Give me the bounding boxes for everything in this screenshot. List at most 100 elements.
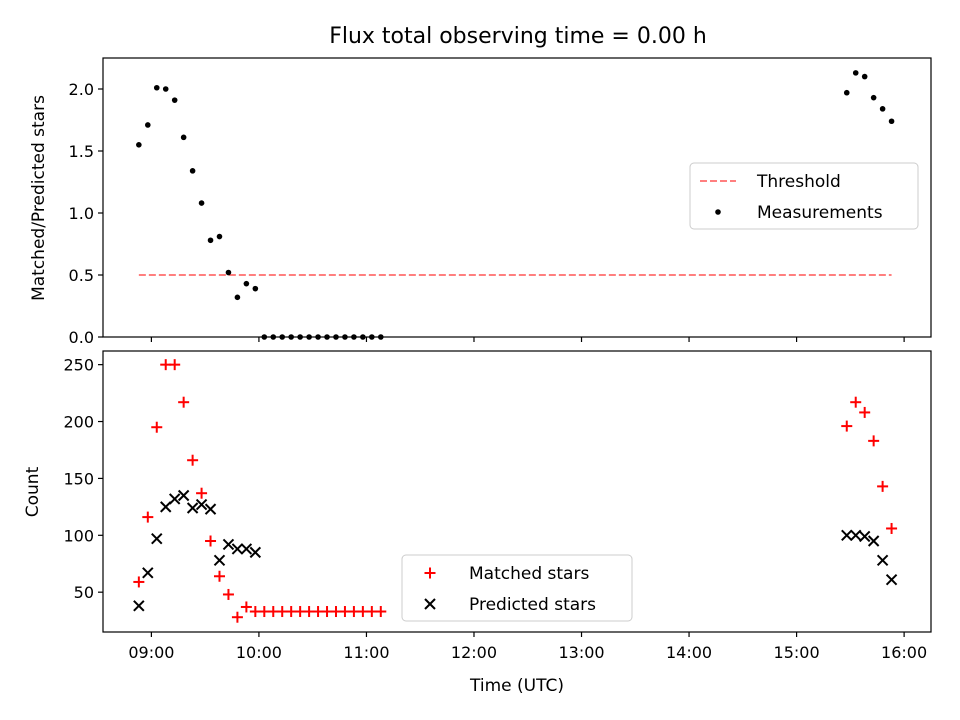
measurements-point (198, 200, 205, 206)
predicted-stars-point (151, 533, 163, 545)
predicted-stars-point (177, 489, 190, 502)
top-axes-frame (102, 57, 932, 338)
matched-stars-point (868, 435, 880, 447)
measurements-point (243, 280, 250, 287)
bottom-axes-frame (102, 350, 932, 633)
measurements-point (145, 122, 151, 128)
matched-stars-point (877, 480, 889, 492)
matched-stars-point (178, 396, 190, 408)
predicted-stars-point (204, 503, 217, 515)
predicted-stars-point (160, 501, 172, 513)
predicted-stars-point (186, 502, 199, 514)
y-tick-label: 0.0 (69, 328, 94, 347)
matched-stars-point (142, 511, 154, 523)
x-tick-label: 11:00 (343, 643, 389, 662)
predicted-stars-point (231, 543, 244, 555)
y-tick-label: 100 (63, 526, 94, 545)
top-legend: Threshold Measurements (689, 162, 919, 230)
y-tick-label: 150 (63, 469, 94, 488)
y-tick-label: 50 (74, 583, 94, 602)
predicted-stars-point (249, 546, 262, 559)
legend-label-matched-stars: Matched stars (469, 564, 589, 584)
measurements-point (171, 97, 178, 103)
matched-stars-point (240, 601, 252, 613)
x-tick-label: 12:00 (451, 643, 497, 662)
matched-stars-point (850, 396, 862, 408)
measurements-point (879, 106, 886, 112)
measurements-point (861, 73, 868, 80)
predicted-stars-point (195, 498, 208, 511)
matched-stars-point (196, 487, 208, 499)
predicted-stars-point (222, 538, 235, 551)
y-tick-label: 1.0 (69, 204, 94, 223)
matched-stars-point (213, 570, 225, 582)
measurements-point (153, 84, 160, 91)
bottom-legend: Matched stars Predicted stars (401, 554, 633, 622)
x-tick-label: 10:00 (236, 643, 282, 662)
legend-box (401, 554, 633, 622)
y-tick-label: 200 (63, 413, 94, 432)
top-ticks: 0.0 0.5 1.0 1.5 2.0 (69, 80, 905, 347)
y-tick-label: 2.0 (69, 80, 94, 99)
measurements-point (189, 168, 196, 174)
predicted-stars-point (142, 567, 154, 579)
matched-stars-point (375, 606, 387, 618)
x-tick-label: 15:00 (774, 643, 820, 662)
legend-label-measurements: Measurements (757, 203, 883, 223)
measurements-point (216, 233, 223, 240)
predicted-stars-point (876, 554, 889, 567)
legend-swatch-predicted-stars (424, 598, 436, 610)
matched-stars-point (187, 454, 199, 466)
matched-stars-point (859, 406, 871, 418)
predicted-stars-point (885, 573, 898, 586)
matched-stars-point (205, 535, 217, 547)
matched-stars-point (231, 611, 243, 623)
y-tick-label: 250 (63, 356, 94, 375)
predicted-stars-point (867, 535, 880, 547)
legend-box (689, 162, 919, 230)
legend-swatch-matched-stars (424, 567, 436, 579)
matched-stars-point (133, 576, 145, 588)
predicted-stars-point (240, 543, 253, 555)
measurements-point (852, 70, 859, 76)
measurements-point (888, 118, 895, 125)
matched-stars-point (886, 522, 898, 534)
predicted-stars-point (850, 529, 862, 542)
matched-stars-point (841, 420, 853, 432)
measurements-point (843, 89, 850, 96)
predicted-stars-point (841, 529, 853, 542)
x-tick-label: 14:00 (666, 643, 712, 662)
matched-stars-point (169, 359, 181, 371)
bottom-plot-area (133, 359, 898, 623)
x-tick-label: 16:00 (881, 643, 927, 662)
predicted-stars-point (133, 600, 145, 612)
y-tick-label: 1.5 (69, 142, 94, 161)
measurements-point (180, 134, 187, 141)
measurements-point (252, 285, 259, 292)
x-tick-label: 09:00 (128, 643, 174, 662)
bottom-ticks: 09:00 10:00 11:00 12:00 13:00 14:00 15:00 16:00… (63, 356, 927, 662)
top-plot-area (136, 70, 895, 340)
measurements-point (162, 86, 169, 92)
predicted-stars-point (213, 554, 226, 567)
bottom-y-axis-label: Count (23, 466, 43, 517)
x-tick-label: 13:00 (558, 643, 604, 662)
legend-label-threshold: Threshold (756, 172, 841, 192)
matched-stars-point (222, 588, 234, 600)
legend-label-predicted-stars: Predicted stars (469, 595, 596, 615)
bottom-panel: 09:00 10:00 11:00 12:00 13:00 14:00 15:00 16:00… (23, 350, 932, 696)
chart-title: Flux total observing time = 0.00 h (329, 24, 707, 49)
x-axis-label: Time (UTC) (469, 676, 564, 696)
top-panel: 0.00.51.01.52.0 Matched/Predicted stars … (29, 57, 932, 347)
measurements-point (136, 142, 142, 148)
measurements-point (870, 94, 877, 101)
y-tick-label: 0.5 (69, 266, 94, 285)
predicted-stars-point (858, 530, 871, 543)
matched-stars-point (151, 421, 163, 433)
legend-swatch-measurements (715, 209, 721, 215)
measurements-point (234, 294, 241, 301)
top-y-axis-label: Matched/Predicted stars (29, 95, 49, 301)
predicted-stars-point (168, 493, 181, 505)
measurements-point (225, 269, 232, 276)
